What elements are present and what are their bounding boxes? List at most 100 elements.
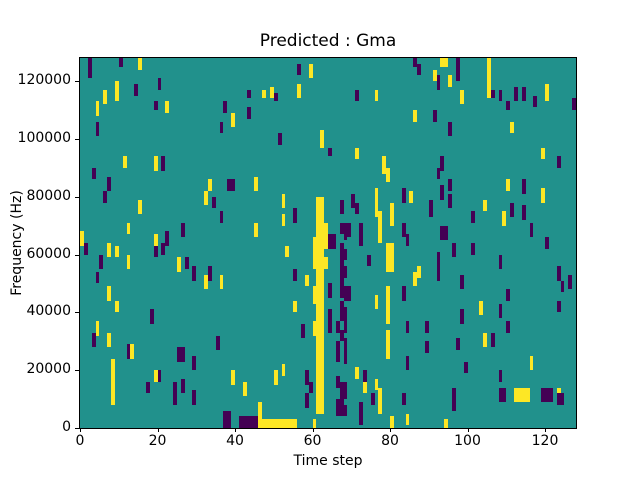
heatmap-cell [328,283,332,298]
heatmap-cell [173,381,177,405]
heatmap-cell [242,381,247,397]
heatmap-cell [351,193,356,209]
heatmap-cell [556,393,565,405]
heatmap-cell [374,295,379,310]
heatmap-cell [343,349,348,365]
heatmap-cell [126,254,131,270]
heatmap-cell [80,231,84,246]
heatmap-cell [176,257,181,272]
heatmap-cell [483,332,487,348]
heatmap-cell [452,399,456,411]
heatmap-cell [126,222,131,235]
heatmap-cell [405,321,410,333]
heatmap-cell [145,381,150,394]
heatmap-cell [107,286,111,301]
heatmap-cell [339,381,348,397]
heatmap-cell [91,332,96,348]
heatmap-cell [374,202,379,217]
heatmap-cell [374,188,379,203]
heatmap-cell [339,248,348,261]
heatmap-cell [486,58,491,99]
heatmap-cell [165,101,170,113]
heatmap-cell [293,269,297,281]
heatmap-cell [308,381,313,394]
heatmap-cell [324,222,328,249]
heatmap-cell [153,101,158,111]
y-tick-label: 20000 [26,361,71,378]
heatmap-cell [343,266,348,278]
heatmap-cell [339,199,344,215]
heatmap-cell [483,199,487,212]
heatmap-cell [312,419,317,428]
heatmap-cell [506,101,511,111]
heatmap-cell [521,179,526,194]
heatmap-cell [343,318,348,333]
heatmap-cell [343,338,348,353]
y-tick-mark [75,81,79,83]
heatmap-cell [506,289,511,301]
heatmap-cell [176,347,185,362]
heatmap-cell [386,243,394,272]
heatmap-cell [471,211,476,223]
x-tick-mark [390,428,391,432]
heatmap-cell [533,95,538,108]
heatmap-cell [328,309,332,324]
x-tick-mark [157,428,159,432]
heatmap-cell [111,358,115,405]
heatmap-cell [107,332,111,348]
heatmap-cell [219,274,224,290]
heatmap-cell [529,355,534,371]
heatmap-cell [320,130,325,148]
heatmap-cell [204,274,208,290]
heatmap-cell [521,205,526,220]
y-tick-mark [75,312,79,314]
heatmap-cell [378,387,383,414]
heatmap-cell [471,243,476,255]
heatmap-cell [335,404,348,417]
heatmap-cell [149,309,154,324]
heatmap-cell [215,335,220,350]
heatmap-cell [498,387,507,402]
heatmap-cell [521,86,526,102]
heatmap-cell [359,413,363,426]
heatmap-cell [328,234,336,249]
heatmap-cell [440,225,449,241]
heatmap-cell [355,202,359,215]
y-tick-label: 80000 [26,187,71,204]
x-tick-mark [80,428,81,432]
heatmap-cell [153,234,158,246]
heatmap-cell [455,338,460,350]
heatmap-cell [401,188,406,203]
heatmap-cell [114,81,119,102]
heatmap-cell [366,254,371,267]
x-tick-label: 60 [303,433,322,449]
heatmap-cell [184,257,189,270]
heatmap-cell [161,243,166,255]
heatmap-cell [440,185,445,200]
heatmap-cell [339,243,344,298]
heatmap-cell [304,370,309,385]
heatmap-cell [374,89,379,102]
heatmap-cell [328,321,332,333]
heatmap-cell [506,321,511,333]
heatmap-cell [510,121,514,134]
heatmap-cell [281,193,286,209]
heatmap-cell [95,121,100,137]
heatmap-cell [293,419,297,428]
y-tick-label: 40000 [26,303,71,320]
x-tick-label: 120 [531,433,559,449]
heatmap-cell [223,101,228,113]
heatmap-cell [192,266,197,281]
heatmap-cell [246,107,251,119]
y-tick-mark [75,370,79,372]
heatmap-cell [118,58,123,67]
heatmap-cell [273,92,278,102]
heatmap-cell [541,387,553,402]
heatmap-cell [258,401,263,428]
heatmap-cell [273,370,278,385]
y-tick-mark [75,138,79,140]
heatmap-cell [424,341,429,353]
heatmap-cell [277,133,282,145]
heatmap-cell [180,222,185,238]
heatmap-cell [107,243,111,258]
